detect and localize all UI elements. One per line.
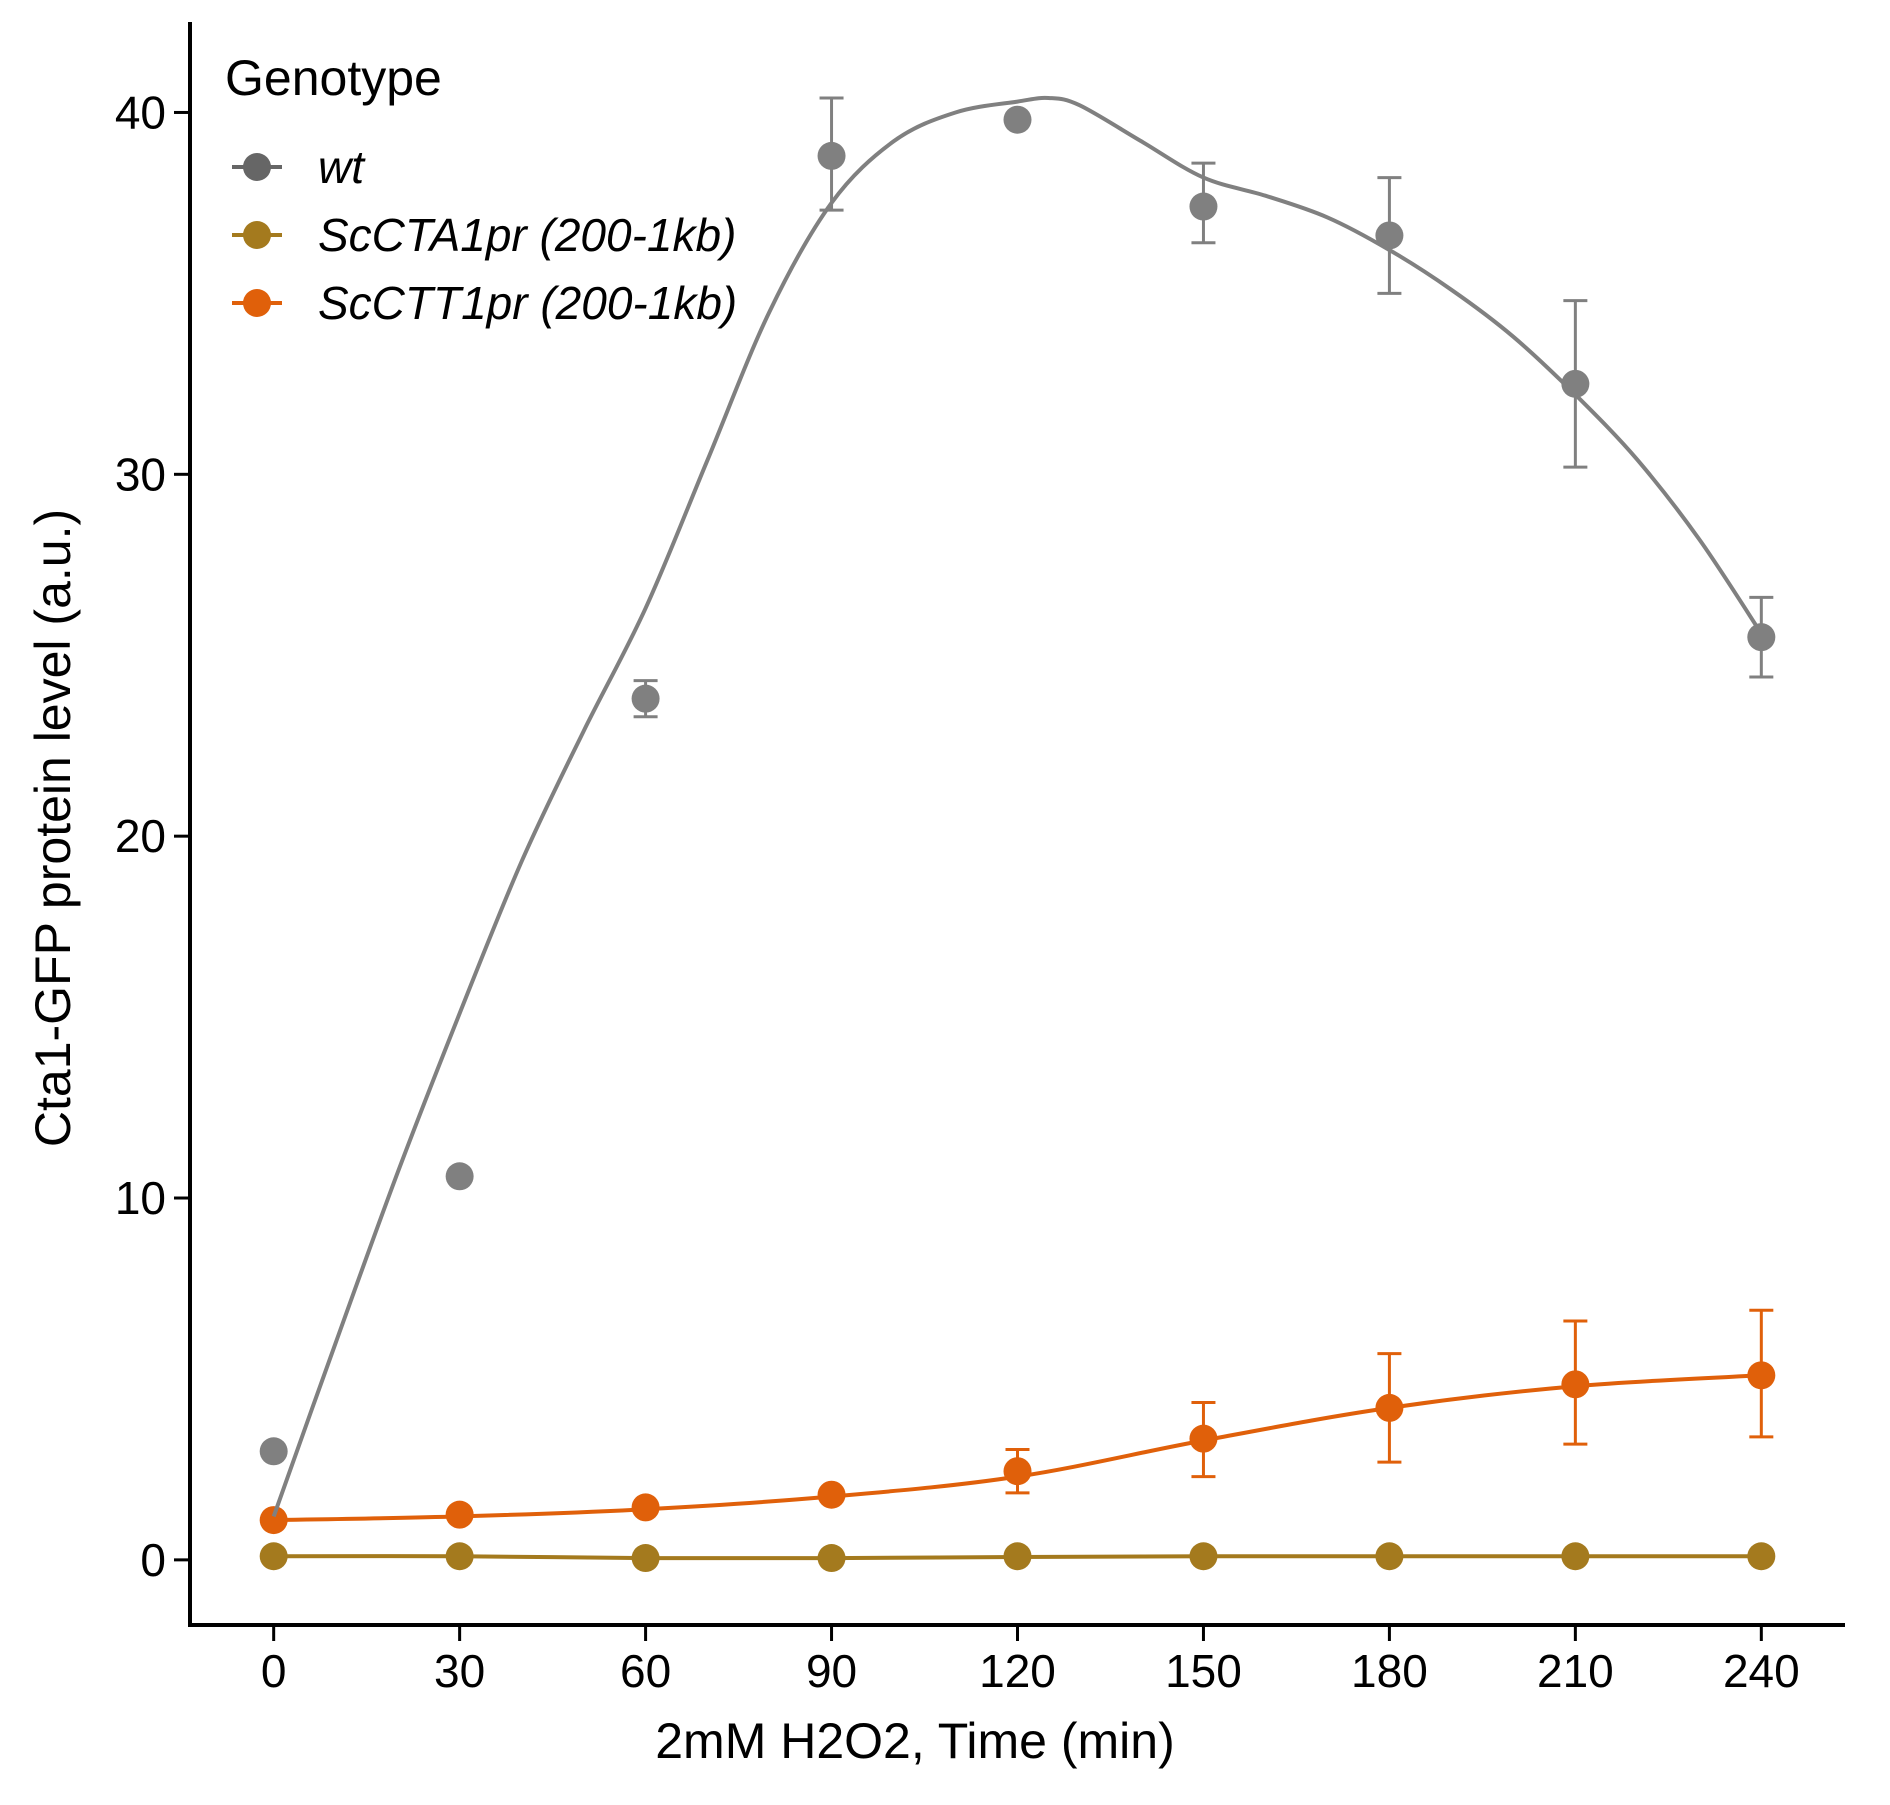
data-point — [1189, 192, 1218, 221]
y-tick-label: 40 — [115, 86, 166, 138]
x-tick-label: 180 — [1351, 1645, 1428, 1697]
legend-label: ScCTA1pr (200-1kb) — [318, 209, 736, 261]
y-axis-title: Cta1-GFP protein level (a.u.) — [25, 509, 81, 1147]
data-point — [1003, 105, 1032, 134]
series-scctt1pr-200-1kb — [259, 1308, 1776, 1535]
data-point — [817, 141, 846, 170]
x-tick-label: 150 — [1165, 1645, 1242, 1697]
data-point — [817, 1544, 846, 1573]
data-point — [259, 1506, 288, 1535]
data-point — [1561, 1370, 1590, 1399]
legend-title: Genotype — [225, 50, 442, 106]
x-tick-label: 30 — [434, 1645, 485, 1697]
data-point — [259, 1437, 288, 1466]
data-point — [631, 1493, 660, 1522]
data-point — [445, 1500, 474, 1529]
data-point — [1747, 1361, 1776, 1390]
legend: Genotype wt ScCTA1pr (200-1kb) ScCTT1pr (20… — [225, 50, 737, 329]
axes: 0 30 60 90 120 150 180 210 240 0 10 20 30 40 — [115, 22, 1845, 1697]
data-point — [445, 1162, 474, 1191]
data-point — [1747, 623, 1776, 652]
data-point — [445, 1542, 474, 1571]
data-point — [1003, 1542, 1032, 1571]
data-point — [1375, 221, 1404, 250]
legend-item: wt — [232, 141, 366, 193]
data-point — [1375, 1542, 1404, 1571]
series-wt — [259, 95, 1776, 1518]
data-point — [1747, 1542, 1776, 1571]
series-line — [271, 95, 1763, 1518]
legend-label: wt — [318, 141, 366, 193]
legend-item: ScCTT1pr (200-1kb) — [232, 277, 737, 329]
data-point — [631, 684, 660, 713]
legend-key-point — [243, 221, 271, 249]
legend-key-point — [243, 289, 271, 317]
y-tick-label: 20 — [115, 810, 166, 862]
y-tick-label: 0 — [140, 1534, 166, 1586]
data-point — [1561, 369, 1590, 398]
x-tick-label: 240 — [1723, 1645, 1800, 1697]
x-tick-label: 60 — [620, 1645, 671, 1697]
y-tick-label: 30 — [115, 448, 166, 500]
legend-label: ScCTT1pr (200-1kb) — [318, 277, 737, 329]
series-sccta1pr-200-1kb — [259, 1542, 1776, 1573]
data-point — [259, 1542, 288, 1571]
series-line — [273, 1373, 1762, 1523]
data-point — [1189, 1424, 1218, 1453]
x-tick-label: 0 — [261, 1645, 287, 1697]
data-point — [1375, 1393, 1404, 1422]
plot-area — [259, 95, 1776, 1573]
data-point — [631, 1544, 660, 1573]
x-axis-title: 2mM H2O2, Time (min) — [655, 1713, 1175, 1769]
data-point — [1003, 1457, 1032, 1486]
legend-item: ScCTA1pr (200-1kb) — [232, 209, 736, 261]
y-tick-label: 10 — [115, 1172, 166, 1224]
data-point — [1561, 1542, 1590, 1571]
x-tick-label: 120 — [979, 1645, 1056, 1697]
legend-key-point — [243, 153, 271, 181]
x-tick-label: 210 — [1537, 1645, 1614, 1697]
data-point — [817, 1480, 846, 1509]
data-point — [1189, 1542, 1218, 1571]
x-tick-label: 90 — [806, 1645, 857, 1697]
